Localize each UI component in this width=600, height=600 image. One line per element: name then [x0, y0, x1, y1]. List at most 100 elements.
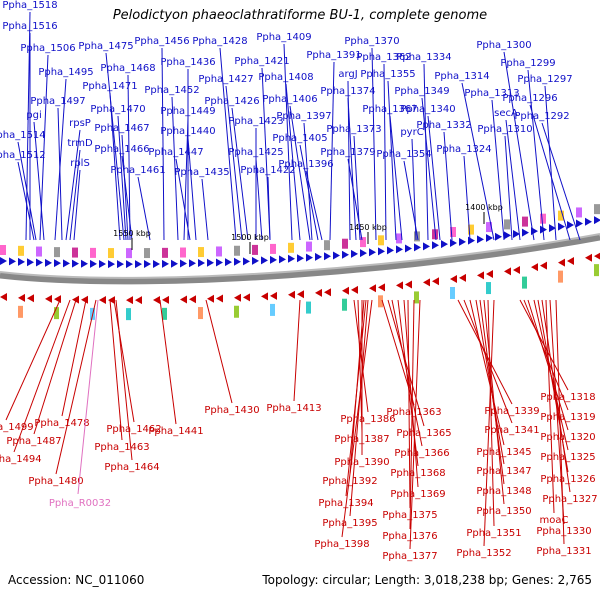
forward-gene: Ppha_1374: [320, 86, 376, 241]
forward-gene-label: Ppha_1422: [240, 165, 295, 176]
forward-gene-label: Ppha_1514: [0, 130, 46, 141]
forward-gene: Ppha_1340: [400, 104, 456, 241]
forward-gene-connector: [54, 78, 67, 241]
forward-gene-connector: [105, 52, 125, 241]
reverse-gene-label: Ppha_1386: [340, 414, 395, 425]
rna-gene: Ppha_R0032: [49, 299, 111, 509]
reverse-gene-arrow: [45, 294, 52, 303]
reverse-gene-connector: [349, 299, 369, 517]
forward-gene: Ppha_1449: [160, 106, 216, 241]
forward-gene: rpsP: [65, 118, 91, 241]
forward-gene-arrow: [414, 243, 421, 252]
forward-gene-arrow: [216, 258, 223, 267]
forward-gene-label: Ppha_1421: [234, 56, 289, 67]
forward-gene-connector: [491, 99, 505, 241]
feature-block: [180, 247, 186, 258]
feature-block: [396, 233, 402, 244]
forward-gene-label: Ppha_1370: [344, 36, 399, 47]
feature-block: [144, 248, 150, 259]
reverse-gene: Ppha_1478: [34, 299, 90, 429]
forward-gene: Ppha_1405: [272, 133, 328, 241]
forward-gene-label: Ppha_1300: [476, 40, 531, 51]
reverse-gene-label: Ppha_1345: [476, 447, 531, 458]
reverse-gene: Ppha_1339: [457, 299, 540, 417]
feature-block: [522, 216, 528, 227]
forward-gene-arrow: [81, 259, 88, 268]
feature-block: [360, 237, 366, 248]
forward-gene-connector: [504, 135, 513, 241]
forward-gene-arrow: [243, 257, 250, 266]
forward-gene-arrow: [495, 232, 502, 241]
forward-gene-arrow: [189, 259, 196, 268]
reverse-gene-arrow: [234, 293, 241, 302]
reverse-gene: Ppha_1463: [94, 299, 150, 453]
reverse-gene: Ppha_1462: [106, 299, 162, 435]
reverse-gene-arrow: [288, 290, 295, 299]
reverse-gene-connector: [357, 299, 363, 433]
forward-gene-arrow: [306, 253, 313, 262]
forward-gene: Ppha_1370: [344, 36, 400, 241]
forward-gene-connector: [255, 158, 263, 241]
forward-gene-label: pgi: [26, 110, 41, 121]
forward-gene-connector: [121, 155, 133, 241]
forward-gene-label: Ppha_1497: [30, 96, 85, 107]
forward-gene-connector: [305, 170, 323, 241]
forward-gene-arrow: [153, 259, 160, 268]
reverse-gene-label: Ppha_1494: [0, 454, 42, 465]
reverse-gene-connector: [205, 299, 233, 404]
forward-gene: Ppha_1452: [144, 85, 200, 241]
forward-gene-label: Ppha_1406: [262, 94, 317, 105]
forward-gene-connector: [347, 158, 363, 241]
forward-gene-arrow: [567, 221, 574, 230]
forward-gene: Ppha_1297: [517, 74, 573, 241]
forward-gene-label: Ppha_1475: [78, 41, 133, 52]
reverse-gene-label: Ppha_1464: [104, 462, 159, 473]
feature-block: [522, 276, 527, 289]
forward-gene-connector: [427, 115, 441, 241]
reverse-gene-label: Ppha_1351: [466, 528, 521, 539]
forward-gene-arrow: [423, 242, 430, 251]
reverse-gene-arrow: [18, 293, 25, 302]
forward-gene: Ppha_1427: [198, 74, 254, 241]
forward-gene: Ppha_1426: [204, 96, 260, 241]
reverse-gene: Ppha_1395: [322, 299, 378, 529]
forward-gene-label: Ppha_1409: [256, 32, 311, 43]
feature-block: [306, 241, 312, 252]
reverse-gene-arrow: [558, 258, 565, 267]
forward-gene-arrow: [207, 258, 214, 267]
feature-block: [0, 245, 6, 255]
forward-gene-label: Ppha_1428: [192, 36, 247, 47]
feature-block: [594, 204, 600, 215]
forward-gene-connector: [33, 121, 45, 241]
reverse-gene: Ppha_1376: [382, 299, 438, 542]
genome-backbone: [0, 233, 600, 285]
forward-gene: Ppha_1299: [500, 58, 556, 241]
forward-gene-label: Ppha_1362: [356, 52, 411, 63]
feature-block: [342, 238, 348, 249]
forward-gene-connector: [443, 131, 453, 241]
feature-block: [450, 227, 456, 237]
reverse-gene: moaC: [540, 299, 568, 526]
forward-gene-connector: [117, 115, 127, 241]
forward-gene-arrow: [405, 244, 412, 253]
forward-gene-arrow: [432, 241, 439, 250]
scale-tick-label: 1450 kbp: [349, 223, 387, 232]
feature-block: [198, 247, 204, 258]
forward-gene-arrow: [288, 254, 295, 263]
scale-tick: 1550 kbp: [113, 229, 151, 250]
forward-gene: Ppha_1367: [362, 104, 418, 241]
forward-gene-label: Ppha_1354: [376, 149, 431, 160]
feature-block: [126, 308, 131, 321]
reverse-gene-label: Ppha_1363: [386, 407, 441, 418]
reverse-gene-arrow: [189, 295, 196, 304]
reverse-gene-connector: [403, 299, 419, 488]
reverse-gene: Ppha_1499: [0, 299, 61, 433]
forward-gene-connector: [289, 105, 311, 241]
reverse-gene-arrow: [567, 257, 574, 266]
forward-gene-label: Ppha_1425: [228, 147, 283, 158]
forward-gene-arrow: [9, 257, 16, 266]
forward-gene-connector: [261, 67, 271, 241]
rna-gene-connector: [77, 299, 99, 495]
forward-gene-label: Ppha_1373: [326, 124, 381, 135]
